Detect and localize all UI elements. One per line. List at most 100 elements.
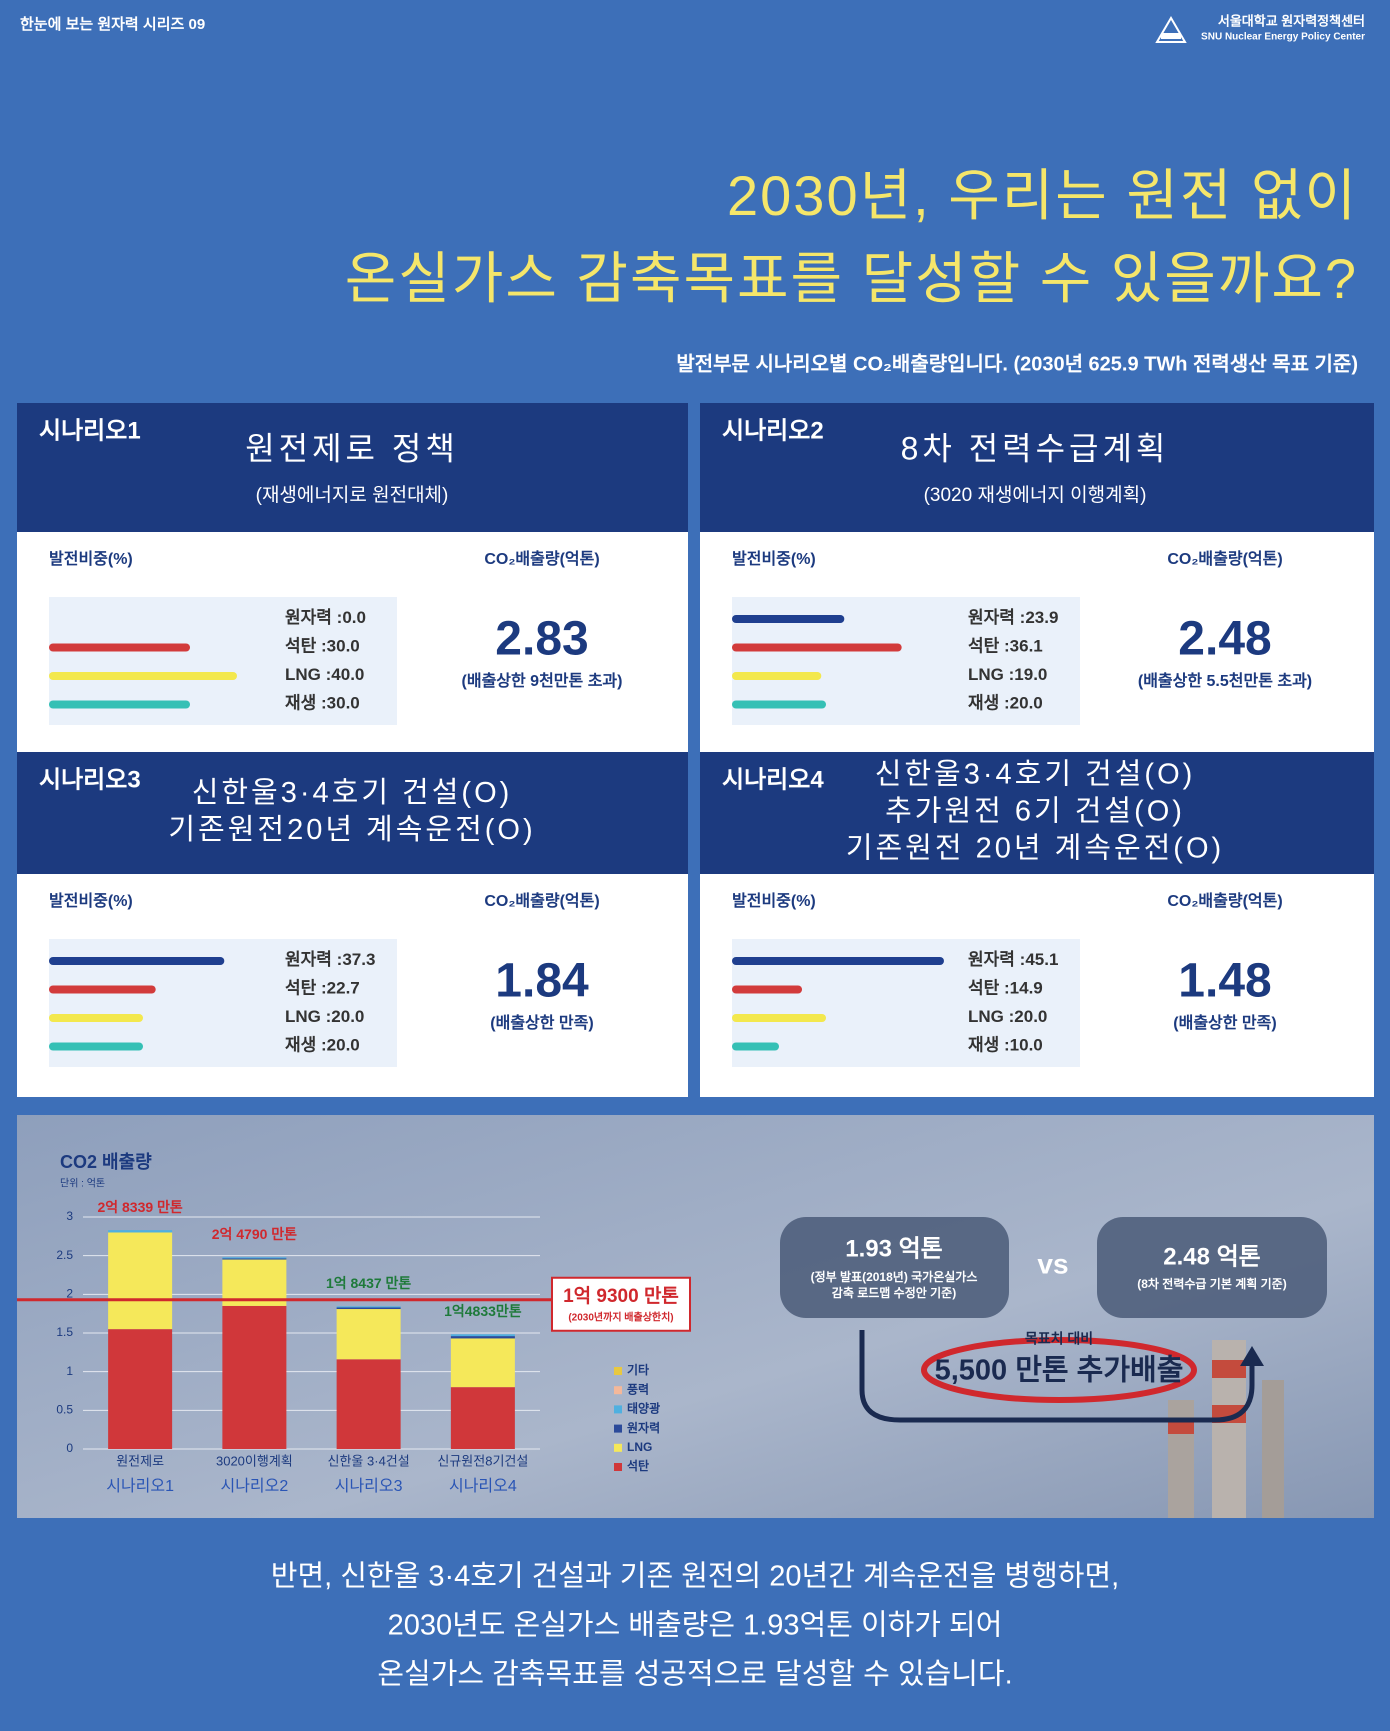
share-value: 20.0 — [327, 1036, 360, 1055]
legend-swatch — [614, 1405, 622, 1414]
y-tick-label: 1 — [66, 1364, 73, 1378]
legend-swatch — [614, 1424, 622, 1433]
share-name: 재생 : — [285, 1036, 327, 1055]
share-name: 석탄 : — [285, 979, 327, 998]
scenario-title: 원전제로 정책 — [245, 430, 459, 466]
footer-line: 반면, 신한울 3·4호기 건설과 기존 원전의 20년간 계속운전을 병행하면… — [271, 1560, 1119, 1593]
y-tick-label: 0 — [66, 1441, 73, 1455]
share-name: LNG : — [968, 1007, 1014, 1026]
org-name: 서울대학교 원자력정책센터 — [1218, 13, 1365, 28]
share-name: LNG : — [285, 665, 331, 684]
share-text: 재생 :30.0 — [285, 694, 360, 713]
scenario-axis-label: 시나리오4 — [449, 1477, 517, 1495]
scenario-label: 시나리오4 — [722, 766, 824, 793]
share-name: 재생 : — [968, 1036, 1010, 1055]
emission-note: (배출상한 5.5천만톤 초과) — [1138, 671, 1312, 690]
share-value: 22.7 — [327, 979, 360, 998]
legend-label: LNG — [627, 1440, 652, 1454]
share-value: 10.0 — [1010, 1036, 1043, 1055]
target-note: (2030년까지 배출상한치) — [568, 1310, 673, 1323]
share-text: 재생 :20.0 — [968, 694, 1043, 713]
share-value: 23.9 — [1025, 608, 1058, 627]
comparison-box — [780, 1217, 1009, 1318]
share-bar — [49, 1014, 143, 1022]
panel-header — [700, 403, 1374, 532]
share-bar — [732, 672, 822, 680]
share-bar — [732, 957, 944, 965]
share-value: 20.0 — [331, 1007, 364, 1026]
share-bar — [49, 700, 190, 709]
legend-label: 원자력 — [627, 1420, 660, 1435]
x-tick-label: 신한울 3·4건설 — [328, 1453, 410, 1468]
share-value: 20.0 — [1014, 1007, 1047, 1026]
share-bar — [732, 615, 845, 623]
share-name: LNG : — [968, 665, 1014, 684]
x-tick-label: 원전제로 — [116, 1453, 164, 1468]
bar-segment — [108, 1230, 173, 1233]
comparison-box — [1097, 1217, 1327, 1318]
arrow — [859, 1330, 1255, 1423]
share-text: 원자력 :37.3 — [285, 950, 375, 969]
series-label: 한눈에 보는 원자력 시리즈 09 — [20, 15, 205, 33]
share-name: 석탄 : — [968, 979, 1010, 998]
comparison-value: 2.48 억톤 — [1163, 1243, 1261, 1270]
share-value: 30.0 — [327, 637, 360, 656]
total-label: 1억 8437 만톤 — [326, 1275, 411, 1291]
scenario-title: 8차 전력수급계획 — [901, 430, 1170, 466]
share-value: 20.0 — [1010, 694, 1043, 713]
share-label: 발전비중(%) — [732, 550, 816, 568]
share-bar — [732, 1014, 826, 1022]
share-value: 0.0 — [342, 608, 366, 627]
share-name: 재생 : — [968, 694, 1010, 713]
scenario-axis-label: 시나리오3 — [335, 1477, 403, 1495]
scenario-note: (재생에너지로 원전대체) — [256, 484, 449, 506]
bar-segment — [336, 1306, 401, 1308]
scenario-title: 신한울3·4호기 건설(O) — [875, 759, 1196, 791]
legend-swatch — [614, 1443, 622, 1452]
share-text: 원자력 :45.1 — [968, 950, 1058, 969]
footer-line: 온실가스 감축목표를 성공적으로 달성할 수 있습니다. — [377, 1658, 1012, 1691]
legend-label: 풍력 — [627, 1382, 649, 1396]
comparison: 1.93 억톤 (정부 발표(2018년) 국가온실가스 감축 로드맵 수정안 … — [780, 1217, 1327, 1423]
share-text: LNG :20.0 — [285, 1007, 364, 1026]
panel-header — [17, 752, 688, 874]
scenario-axis-label: 시나리오2 — [220, 1477, 288, 1495]
scenario-axis-label: 시나리오1 — [106, 1477, 174, 1495]
share-text: LNG :40.0 — [285, 665, 364, 684]
share-label: 발전비중(%) — [49, 550, 133, 568]
comparison-value: 1.93 억톤 — [845, 1235, 943, 1262]
share-value: 36.1 — [1010, 637, 1043, 656]
title-line: 온실가스 감축목표를 달성할 수 있을까요? — [345, 247, 1358, 310]
share-bar — [732, 700, 826, 709]
comparison-note: (정부 발표(2018년) 국가온실가스 — [811, 1269, 978, 1284]
share-text: 석탄 :14.9 — [968, 979, 1043, 998]
total-label: 1억4833만톤 — [444, 1303, 522, 1319]
share-name: 원자력 : — [968, 608, 1025, 627]
legend-swatch — [614, 1367, 622, 1375]
share-value: 30.0 — [327, 694, 360, 713]
share-label: 발전비중(%) — [732, 892, 816, 910]
emission-value: 1.48 — [1178, 955, 1271, 1008]
share-name: 원자력 : — [285, 608, 342, 627]
scenario-title: 추가원전 6기 건설(O) — [885, 796, 1185, 828]
share-value: 14.9 — [1010, 979, 1043, 998]
emission-label: CO₂배출량(억톤) — [1167, 891, 1282, 910]
legend-label: 태양광 — [627, 1401, 660, 1416]
share-text: 재생 :20.0 — [285, 1036, 360, 1055]
share-bar — [49, 1042, 143, 1051]
scenario-panel: 시나리오2 8차 전력수급계획 (3020 재생에너지 이행계획) 발전비중(%) CO… — [700, 403, 1374, 752]
bar-segment — [222, 1258, 287, 1260]
share-value: 40.0 — [331, 665, 364, 684]
bar-segment — [108, 1232, 173, 1330]
share-text: 석탄 :36.1 — [968, 637, 1043, 656]
target-label: 1억 9300 만톤 — [563, 1285, 679, 1307]
share-text: 석탄 :30.0 — [285, 637, 360, 656]
gap-value: 5,500 만톤 추가배출 — [935, 1354, 1184, 1387]
emission-label: CO₂배출량(억톤) — [484, 891, 599, 910]
emission-note: (배출상한 9천만톤 초과) — [462, 671, 623, 690]
title-line: 2030년, 우리는 원전 없이 — [727, 164, 1358, 227]
scenario-title: 기존원전20년 계속운전(O) — [168, 814, 535, 846]
scenario-label: 시나리오3 — [39, 766, 141, 793]
share-value: 45.1 — [1025, 950, 1058, 969]
arrow-head — [1240, 1346, 1264, 1366]
